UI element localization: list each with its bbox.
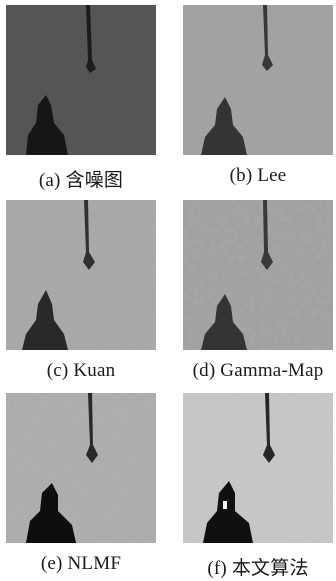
panel-f-caption: (f) 本文算法 <box>207 558 309 579</box>
proposed-filtered-image <box>183 393 333 543</box>
noisy-image <box>6 5 156 155</box>
panel-d-caption: (d) Gamma-Map <box>192 360 324 381</box>
panel-e-caption: (e) NLMF <box>40 553 122 574</box>
nlmf-filtered-image <box>6 393 156 543</box>
gamma-map-filtered-image <box>183 200 333 350</box>
panel-c-caption: (c) Kuan <box>46 360 116 381</box>
panel-c-kuan: (c) Kuan <box>6 200 156 381</box>
panel-b-caption: (b) Lee <box>229 165 287 186</box>
panel-f-proposed: (f) 本文算法 <box>183 393 333 579</box>
lee-filtered-image <box>183 5 333 155</box>
panel-a-caption: (a) 含噪图 <box>38 170 124 191</box>
panel-a-noisy: (a) 含噪图 <box>6 5 156 191</box>
panel-d-gamma-map: (d) Gamma-Map <box>183 200 333 381</box>
panel-e-nlmf: (e) NLMF <box>6 393 156 574</box>
kuan-filtered-image <box>6 200 156 350</box>
panel-b-lee: (b) Lee <box>183 5 333 186</box>
